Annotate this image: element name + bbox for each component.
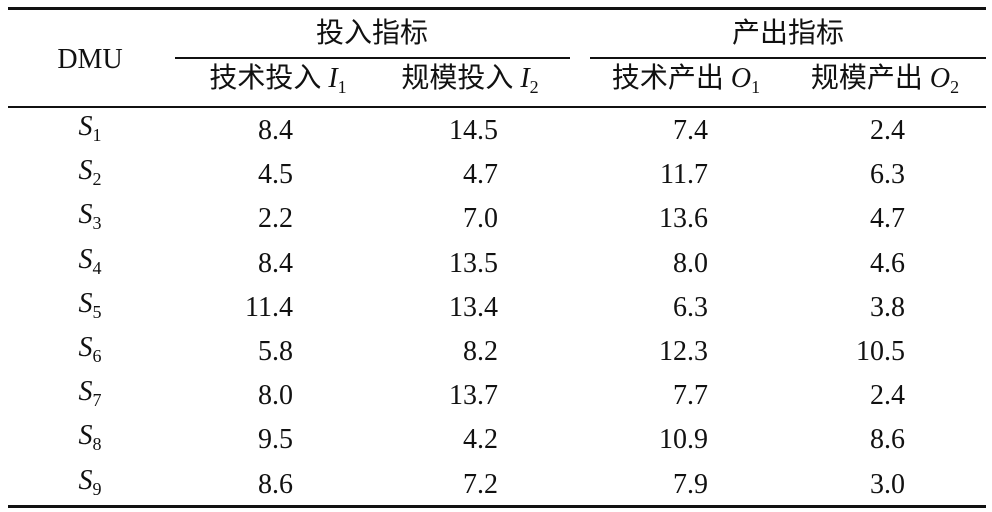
table-cell: 7.2 (463, 468, 498, 500)
column-text: 技术产出 (611, 63, 724, 94)
header-rule (8, 106, 986, 108)
table-cell: 8.2 (463, 336, 498, 367)
column-variable: I (520, 63, 530, 94)
group-rule (175, 57, 570, 59)
table-cell: 4.5 (258, 159, 293, 191)
row-label: S9 (78, 464, 102, 504)
row-variable: S (78, 376, 93, 408)
row-subscript: 9 (92, 478, 102, 499)
column-subscript: 2 (529, 77, 539, 97)
table-cell: 7.0 (463, 203, 498, 235)
table-cell: 4.7 (463, 159, 498, 191)
column-header: 技术产出 O1 (612, 64, 760, 102)
table-cell: 13.6 (659, 203, 708, 235)
table-cell: 8.4 (258, 115, 293, 146)
row-label: S2 (79, 156, 102, 194)
row-variable: S (78, 287, 93, 319)
row-subscript: 5 (92, 301, 102, 322)
row-variable: S (78, 199, 93, 231)
table-cell: 6.3 (673, 291, 708, 323)
table-cell: 8.6 (870, 424, 905, 456)
column-header: 规模产出 O2 (811, 64, 959, 102)
column-header: 规模投入 I2 (401, 64, 538, 102)
table-cell: 6.3 (870, 159, 905, 191)
row-subscript: 8 (92, 434, 102, 455)
table-cell: 14.5 (449, 115, 498, 146)
column-text: 规模产出 (810, 63, 923, 94)
row-label: S6 (79, 333, 102, 371)
row-label: S7 (79, 377, 102, 415)
row-subscript: 6 (92, 346, 102, 366)
table-cell: 13.4 (449, 291, 498, 323)
row-label: S4 (78, 243, 102, 283)
table-cell: 4.7 (870, 203, 905, 235)
table-cell: 3.8 (870, 291, 905, 323)
table-cell: 9.5 (258, 424, 293, 456)
column-subscript: 1 (337, 77, 347, 97)
table-cell: 11.4 (245, 291, 293, 323)
table-cell: 10.5 (856, 336, 905, 367)
row-variable: S (78, 332, 93, 363)
column-subscript: 2 (950, 77, 960, 97)
row-subscript: 3 (92, 213, 102, 234)
group-rule (590, 57, 986, 59)
table-cell: 5.8 (258, 336, 293, 367)
table-cell: 4.6 (870, 247, 905, 279)
table-cell: 2.4 (870, 380, 905, 412)
table-cell: 4.2 (463, 424, 498, 456)
top-rule (8, 7, 986, 10)
table-cell: 8.0 (673, 247, 708, 279)
column-variable: O (929, 63, 951, 94)
table-cell: 3.0 (870, 468, 905, 500)
column-variable: I (328, 63, 338, 94)
table-cell: 7.9 (673, 468, 708, 500)
row-variable: S (78, 111, 93, 142)
table-cell: 7.7 (673, 380, 708, 412)
table-cell: 12.3 (659, 336, 708, 367)
table-cell: 8.6 (258, 468, 293, 500)
table-cell: 13.5 (449, 247, 498, 279)
table-cell: 2.4 (870, 115, 905, 146)
table-cell: 2.2 (258, 203, 293, 235)
table-cell: 13.7 (449, 380, 498, 412)
row-label: S5 (78, 287, 102, 327)
column-variable: O (730, 63, 752, 94)
row-variable: S (78, 155, 93, 187)
row-label: S3 (79, 200, 102, 238)
column-text: 技术投入 (209, 63, 322, 94)
table-cell: 10.9 (659, 424, 708, 456)
column-subscript: 1 (751, 77, 761, 97)
row-variable: S (78, 420, 93, 452)
row-subscript: 4 (92, 257, 102, 278)
row-variable: S (78, 243, 93, 275)
group-header: 产出指标 (731, 18, 845, 49)
column-header: 技术投入 I1 (209, 64, 346, 102)
row-label: S1 (79, 112, 102, 150)
row-subscript: 7 (92, 390, 102, 411)
table-cell: 8.0 (258, 380, 293, 412)
column-text: 规模投入 (401, 63, 514, 94)
table-cell: 8.4 (258, 247, 293, 279)
bottom-rule (8, 505, 986, 508)
group-header: 投入指标 (315, 18, 429, 49)
row-subscript: 1 (92, 125, 102, 145)
row-subscript: 2 (92, 169, 102, 190)
dmu-header: DMU (57, 44, 123, 75)
row-label: S8 (79, 421, 102, 459)
row-variable: S (78, 464, 93, 496)
table-cell: 11.7 (660, 159, 708, 191)
table-cell: 7.4 (673, 115, 708, 146)
